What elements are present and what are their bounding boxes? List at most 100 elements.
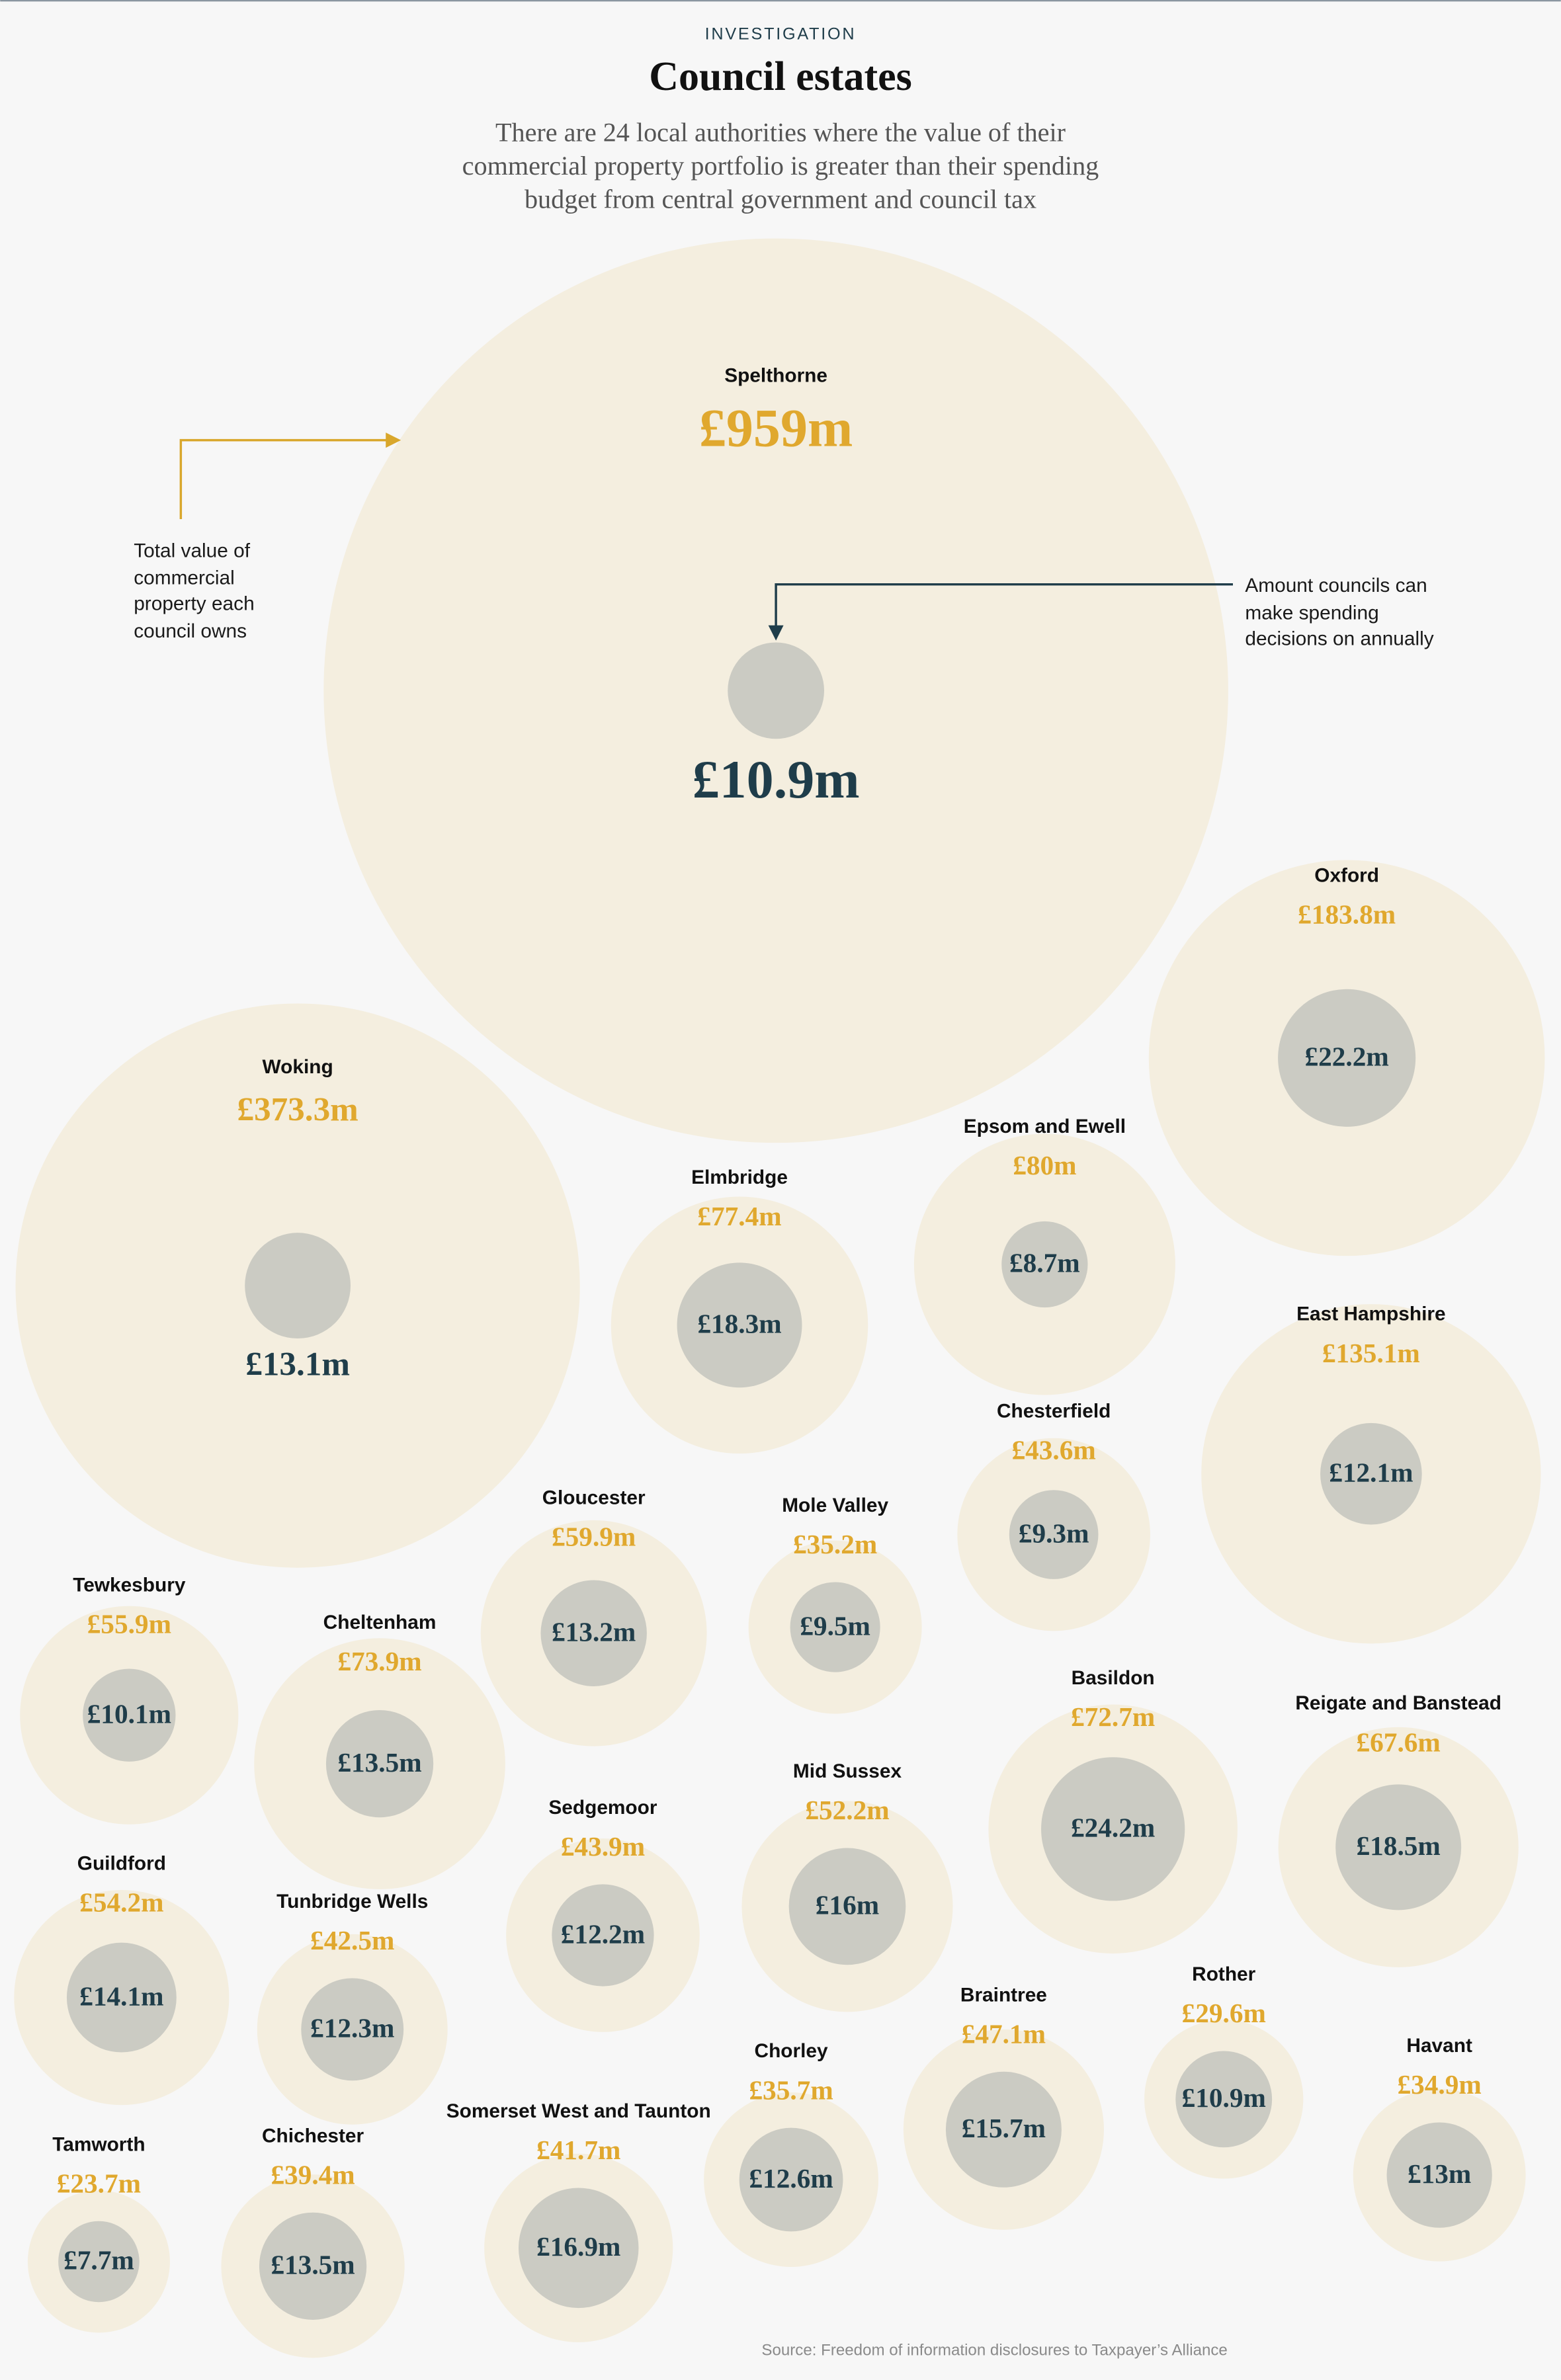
council-name: Basildon [1072,1667,1155,1689]
inner-bubble [518,2188,639,2309]
outer-value-label: £80m [1013,1150,1076,1180]
council-name: Elmbridge [691,1167,788,1188]
inner-bubble [245,1233,351,1339]
annotation-arrow [179,438,389,519]
outer-value-label: £42.5m [310,1925,394,1955]
annotation-arrow [775,583,1233,627]
inner-bubble [1001,1221,1088,1308]
council-name: Braintree [960,1984,1047,2006]
inner-value-label: £10.9m [693,749,860,809]
outer-value-label: £959m [699,397,853,458]
council-name: Guildford [77,1853,166,1875]
inner-value-label: £18.3m [697,1309,781,1339]
outer-value-label: £183.8m [1298,899,1396,930]
inner-bubble [728,642,825,739]
outer-value-label: £35.7m [749,2074,833,2105]
outer-value-label: £35.2m [793,1529,877,1559]
inner-value-label: £13.5m [337,1747,421,1778]
inner-bubble [790,1582,880,1672]
council-name: East Hampshire [1296,1303,1445,1325]
annotation: Amount councils can make spending decisi… [1245,573,1434,650]
inner-bubble [66,1942,177,2053]
outer-value-label: £135.1m [1322,1338,1420,1368]
inner-bubble [301,1978,404,2081]
outer-value-label: £23.7m [57,2168,141,2198]
inner-value-label: £13m [1408,2158,1471,2189]
annotation-box: Amount councils can make spending decisi… [1245,573,1434,650]
inner-bubble [1278,989,1416,1127]
council-name: Woking [263,1056,333,1078]
outer-value-label: £54.2m [79,1887,163,1918]
council-name: Tamworth [52,2133,145,2155]
council-name: Chorley [755,2040,828,2062]
outer-value-label: £29.6m [1182,1998,1266,2028]
inner-value-label: £18.5m [1357,1830,1441,1861]
inner-bubble [1009,1490,1099,1579]
subtitle: There are 24 local authorities where the… [462,116,1099,214]
inner-value-label: £16.9m [536,2231,620,2262]
outer-value-label: £43.6m [1011,1435,1095,1465]
inner-bubble [83,1668,176,1762]
council-name: Mole Valley [782,1495,888,1516]
inner-bubble [1386,2122,1492,2228]
inner-value-label: £7.7m [63,2245,134,2276]
council-name: Reigate and Banstead [1295,1692,1501,1714]
inner-value-label: £12.1m [1329,1457,1413,1487]
inner-value-label: £24.2m [1071,1813,1155,1843]
council-name: Chesterfield [997,1401,1111,1422]
annotation: Total value of commercial property each … [134,538,255,641]
council-name: Mid Sussex [793,1760,902,1782]
outer-value-label: £55.9m [87,1609,171,1639]
inner-bubble [259,2212,367,2320]
council-name: Cheltenham [323,1612,437,1633]
council-name: Oxford [1314,865,1379,887]
inner-bubble [540,1580,647,1686]
inner-bubble [1335,1784,1462,1910]
inner-value-label: £13.5m [271,2250,355,2280]
kicker: INVESTIGATION [705,24,857,43]
bubbles: £959m Spelthorne £10.9m £373.3m Woking £13.1m… [14,238,1545,2358]
inner-value-label: £22.2m [1304,1042,1388,1072]
council-name: Gloucester [542,1487,646,1508]
inner-bubble [788,1848,906,1965]
inner-bubble [58,2221,140,2303]
outer-value-label: £52.2m [805,1795,889,1825]
outer-value-label: £373.3m [237,1090,358,1128]
outer-value-label: £41.7m [536,2135,620,2165]
outer-value-label: £47.1m [962,2018,1046,2049]
inner-value-label: £10.9m [1182,2082,1266,2113]
source: Source: Freedom of information disclosur… [761,2342,1227,2359]
council-name: Epsom and Ewell [964,1116,1126,1137]
inner-value-label: £9.3m [1019,1518,1089,1548]
inner-bubble [677,1262,802,1388]
subtitle-box: There are 24 local authorities where the… [462,116,1099,214]
inner-value-label: £10.1m [87,1698,171,1729]
inner-value-label: £16m [816,1890,879,1920]
council-name: Spelthorne [724,364,827,386]
outer-value-label: £72.7m [1071,1702,1155,1732]
inner-bubble [1175,2051,1273,2148]
arrow-head [768,625,784,641]
outer-value-label: £73.9m [337,1646,421,1676]
council-name: Tewkesbury [73,1574,186,1596]
outer-value-label: £34.9m [1397,2069,1481,2100]
arrow-head [386,432,401,448]
inner-value-label: £13.2m [552,1617,636,1647]
inner-value-label: £13.1m [245,1345,350,1383]
council-name: Havant [1406,2035,1472,2057]
inner-value-label: £12.2m [561,1918,645,1949]
inner-bubble [739,2127,843,2232]
outer-value-label: £67.6m [1357,1727,1441,1757]
outer-value-label: £77.4m [697,1201,781,1231]
inner-value-label: £9.5m [800,1610,870,1641]
council-name: Rother [1192,1963,1256,1985]
inner-bubble [1041,1757,1185,1901]
chart-title: Council estates [649,54,912,99]
inner-value-label: £14.1m [79,1981,163,2011]
outer-value-label: £39.4m [271,2159,355,2190]
inner-value-label: £8.7m [1009,1248,1080,1278]
council-name: Tunbridge Wells [276,1891,428,1912]
outer-value-label: £59.9m [552,1522,636,1552]
council-name: Sedgemoor [548,1797,657,1819]
outer-value-label: £43.9m [561,1831,645,1862]
